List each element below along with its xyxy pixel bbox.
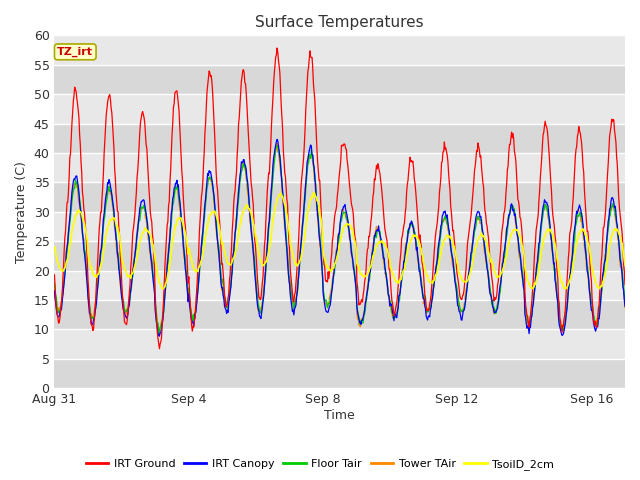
X-axis label: Time: Time — [324, 409, 355, 422]
Bar — [54, 212, 625, 241]
Title: Surface Temperatures: Surface Temperatures — [255, 15, 424, 30]
Bar — [54, 359, 625, 388]
Legend: IRT Ground, IRT Canopy, Floor Tair, Tower TAir, TsoilD_2cm: IRT Ground, IRT Canopy, Floor Tair, Towe… — [81, 455, 559, 474]
Bar — [54, 36, 625, 65]
Y-axis label: Temperature (C): Temperature (C) — [15, 161, 28, 263]
Bar — [54, 94, 625, 123]
Bar — [54, 241, 625, 271]
Bar — [54, 300, 625, 329]
Bar — [54, 271, 625, 300]
Bar — [54, 65, 625, 94]
Bar — [54, 329, 625, 359]
Text: TZ_irt: TZ_irt — [57, 47, 93, 57]
Bar — [54, 153, 625, 182]
Bar — [54, 123, 625, 153]
Bar — [54, 182, 625, 212]
